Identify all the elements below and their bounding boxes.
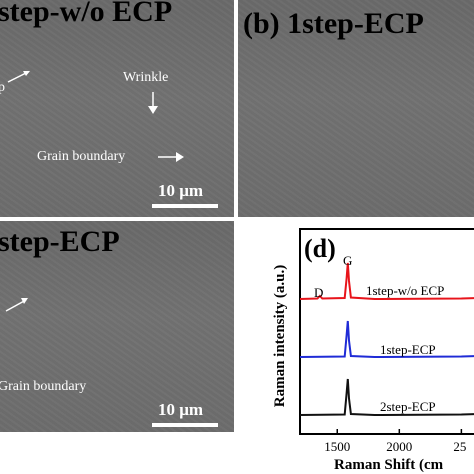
arrow-icon: [7, 71, 30, 83]
wrinkle-label: Wrinkle: [123, 70, 169, 85]
peak-g-label: G: [343, 253, 352, 268]
sem-panel-c: step-ECP Grain boundary 10 μm: [0, 221, 234, 432]
grain-boundary-label-a: Grain boundary: [37, 149, 126, 164]
grain-boundary-label-c: Grain boundary: [0, 379, 87, 394]
panel-a-title: step-w/o ECP: [0, 0, 173, 28]
scale-bar-c: [152, 423, 218, 427]
series-label-1: 1step-w/o ECP: [366, 283, 444, 298]
scale-label-a: 10 μm: [158, 181, 204, 200]
peak-d-label: D: [314, 285, 323, 300]
x-axis-label: Raman Shift (cm: [334, 457, 444, 473]
arrow-icon: [5, 298, 28, 312]
plot-frame: [299, 228, 474, 435]
spectrum-line-3: [299, 378, 474, 417]
raman-chart: 1500 2000 25 (d) G D 1step-w/o ECP 1step-E…: [272, 228, 474, 473]
series-label-2: 1step-ECP: [380, 342, 436, 357]
panel-a-partial-label: p: [0, 80, 5, 95]
panel-d-label: (d): [304, 234, 336, 263]
sem-panel-a: step-w/o ECP p Wrinkle Grain boundary 10…: [0, 0, 234, 217]
spectrum-line-2: [299, 320, 474, 359]
panel-c-title: step-ECP: [0, 225, 120, 258]
scale-label-c: 10 μm: [158, 400, 204, 419]
x-tick-label: 2000: [386, 439, 412, 454]
spectrum-line-1: [299, 262, 474, 301]
panel-b-title: (b) 1step-ECP: [243, 7, 424, 40]
series-label-3: 2step-ECP: [380, 399, 436, 414]
scale-bar-a: [152, 204, 218, 208]
y-axis-label: Raman intensity (a.u.): [272, 265, 288, 408]
x-tick-label: 1500: [324, 439, 350, 454]
x-tick-label: 25: [453, 439, 466, 454]
sem-panel-b: (b) 1step-ECP: [238, 0, 474, 217]
down-arrow-icon: [148, 92, 158, 114]
right-arrow-icon: [158, 152, 184, 162]
